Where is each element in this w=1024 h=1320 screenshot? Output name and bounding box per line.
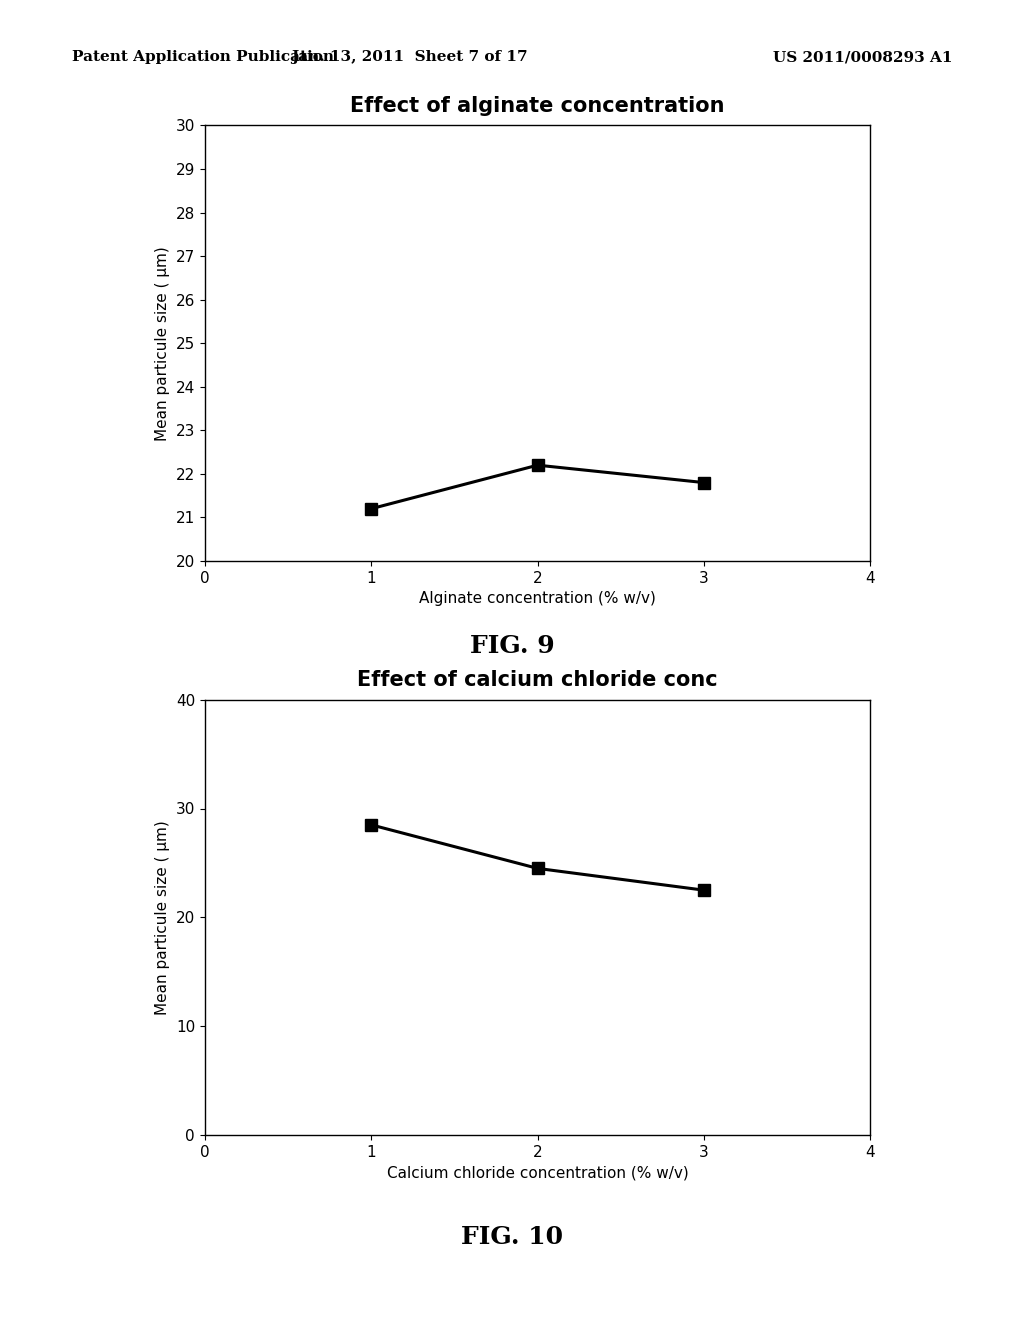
Y-axis label: Mean particule size ( μm): Mean particule size ( μm) [156,820,170,1015]
Title: Effect of alginate concentration: Effect of alginate concentration [350,95,725,116]
Text: FIG. 10: FIG. 10 [461,1225,563,1249]
X-axis label: Alginate concentration (% w/v): Alginate concentration (% w/v) [419,591,656,606]
Y-axis label: Mean particule size ( μm): Mean particule size ( μm) [156,246,170,441]
Text: Jan. 13, 2011  Sheet 7 of 17: Jan. 13, 2011 Sheet 7 of 17 [291,50,528,65]
Text: FIG. 9: FIG. 9 [470,634,554,657]
Text: Patent Application Publication: Patent Application Publication [72,50,334,65]
Title: Effect of calcium chloride conc: Effect of calcium chloride conc [357,669,718,690]
X-axis label: Calcium chloride concentration (% w/v): Calcium chloride concentration (% w/v) [387,1166,688,1180]
Text: US 2011/0008293 A1: US 2011/0008293 A1 [773,50,952,65]
